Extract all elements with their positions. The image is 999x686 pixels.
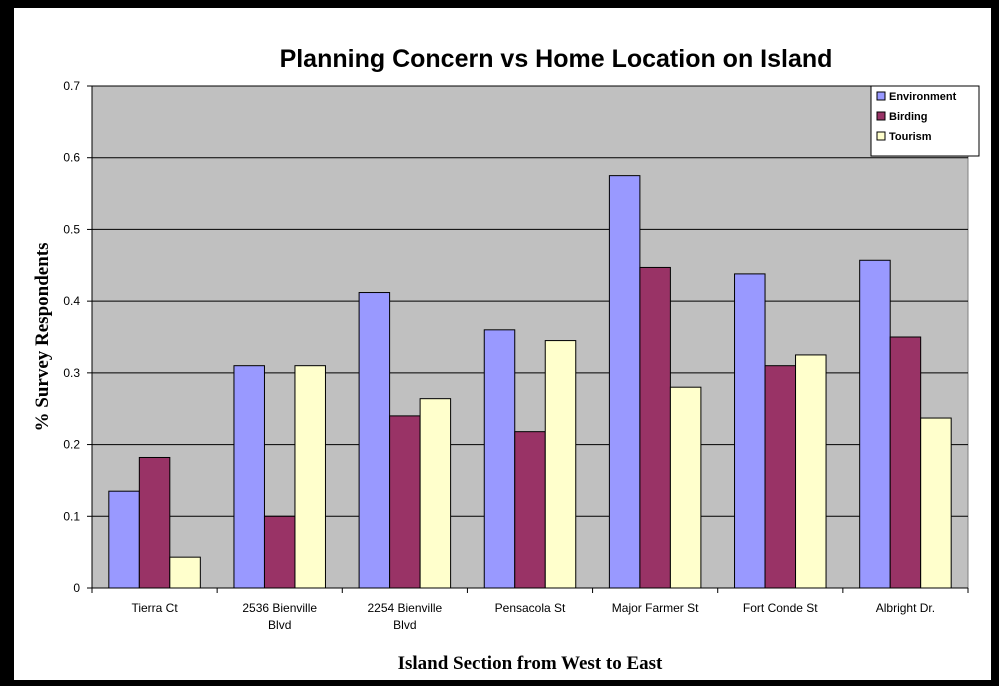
legend: Environment Birding Tourism xyxy=(870,85,980,157)
bar-tourism xyxy=(920,417,952,589)
x-tick-label: 2536 Bienville xyxy=(242,601,317,615)
x-axis-title: Island Section from West to East xyxy=(398,653,663,674)
bar-environment xyxy=(608,175,641,589)
legend-box xyxy=(870,85,980,157)
x-tick-label: Tierra Ct xyxy=(131,601,178,615)
bar-environment xyxy=(233,365,265,589)
bar-tourism xyxy=(795,354,827,589)
legend-label-environment: Environment xyxy=(889,91,957,103)
bar-birding xyxy=(764,365,797,589)
bar-environment xyxy=(734,273,766,589)
bar-environment xyxy=(358,292,391,589)
bar-birding xyxy=(389,415,421,589)
y-axis-title: % Survey Respondents xyxy=(32,243,53,432)
x-tick-label: Fort Conde St xyxy=(743,601,818,615)
legend-label-birding: Birding xyxy=(889,111,928,123)
legend-swatch-tourism xyxy=(876,131,886,141)
bar-birding xyxy=(138,456,171,589)
bars xyxy=(108,175,952,589)
y-tick-label: 0.7 xyxy=(63,79,80,93)
y-tick-label: 0.3 xyxy=(63,366,80,380)
y-tick-label: 0.2 xyxy=(63,438,80,452)
y-tick-label: 0.5 xyxy=(63,222,80,236)
legend-label-tourism: Tourism xyxy=(889,131,932,143)
bar-birding xyxy=(514,431,546,589)
bar-environment xyxy=(483,329,516,589)
bar-tourism xyxy=(544,340,577,589)
x-tick-label: Major Farmer St xyxy=(612,601,699,615)
bar-birding xyxy=(263,515,296,589)
y-tick-label: 0.4 xyxy=(63,294,80,308)
chart-title: Planning Concern vs Home Location on Isl… xyxy=(280,45,833,73)
y-tick-label: 0 xyxy=(73,581,80,595)
bar-environment xyxy=(108,490,140,589)
y-axis-ticks: 0 0.1 0.2 0.3 0.4 0.5 0.6 0.7 xyxy=(63,79,92,595)
y-tick-label: 0.6 xyxy=(63,151,80,165)
y-tick-label: 0.1 xyxy=(63,509,80,523)
bar-tourism xyxy=(169,556,201,589)
bar-tourism xyxy=(419,398,452,589)
bar-environment xyxy=(859,259,891,589)
x-tick-label: Blvd xyxy=(268,618,291,632)
bar-birding xyxy=(639,266,671,589)
bar-tourism xyxy=(294,365,326,589)
x-axis-ticks: Tierra Ct 2536 Bienville Blvd 2254 Bienvill… xyxy=(91,588,969,632)
x-tick-label: 2254 Bienville xyxy=(367,601,442,615)
x-tick-label: Pensacola St xyxy=(495,601,566,615)
legend-swatch-birding xyxy=(876,111,886,121)
x-tick-label: Blvd xyxy=(393,618,416,632)
bar-birding xyxy=(889,336,922,589)
legend-swatch-environment xyxy=(876,91,886,101)
bar-tourism xyxy=(669,386,702,589)
x-tick-label: Albright Dr. xyxy=(876,601,935,615)
